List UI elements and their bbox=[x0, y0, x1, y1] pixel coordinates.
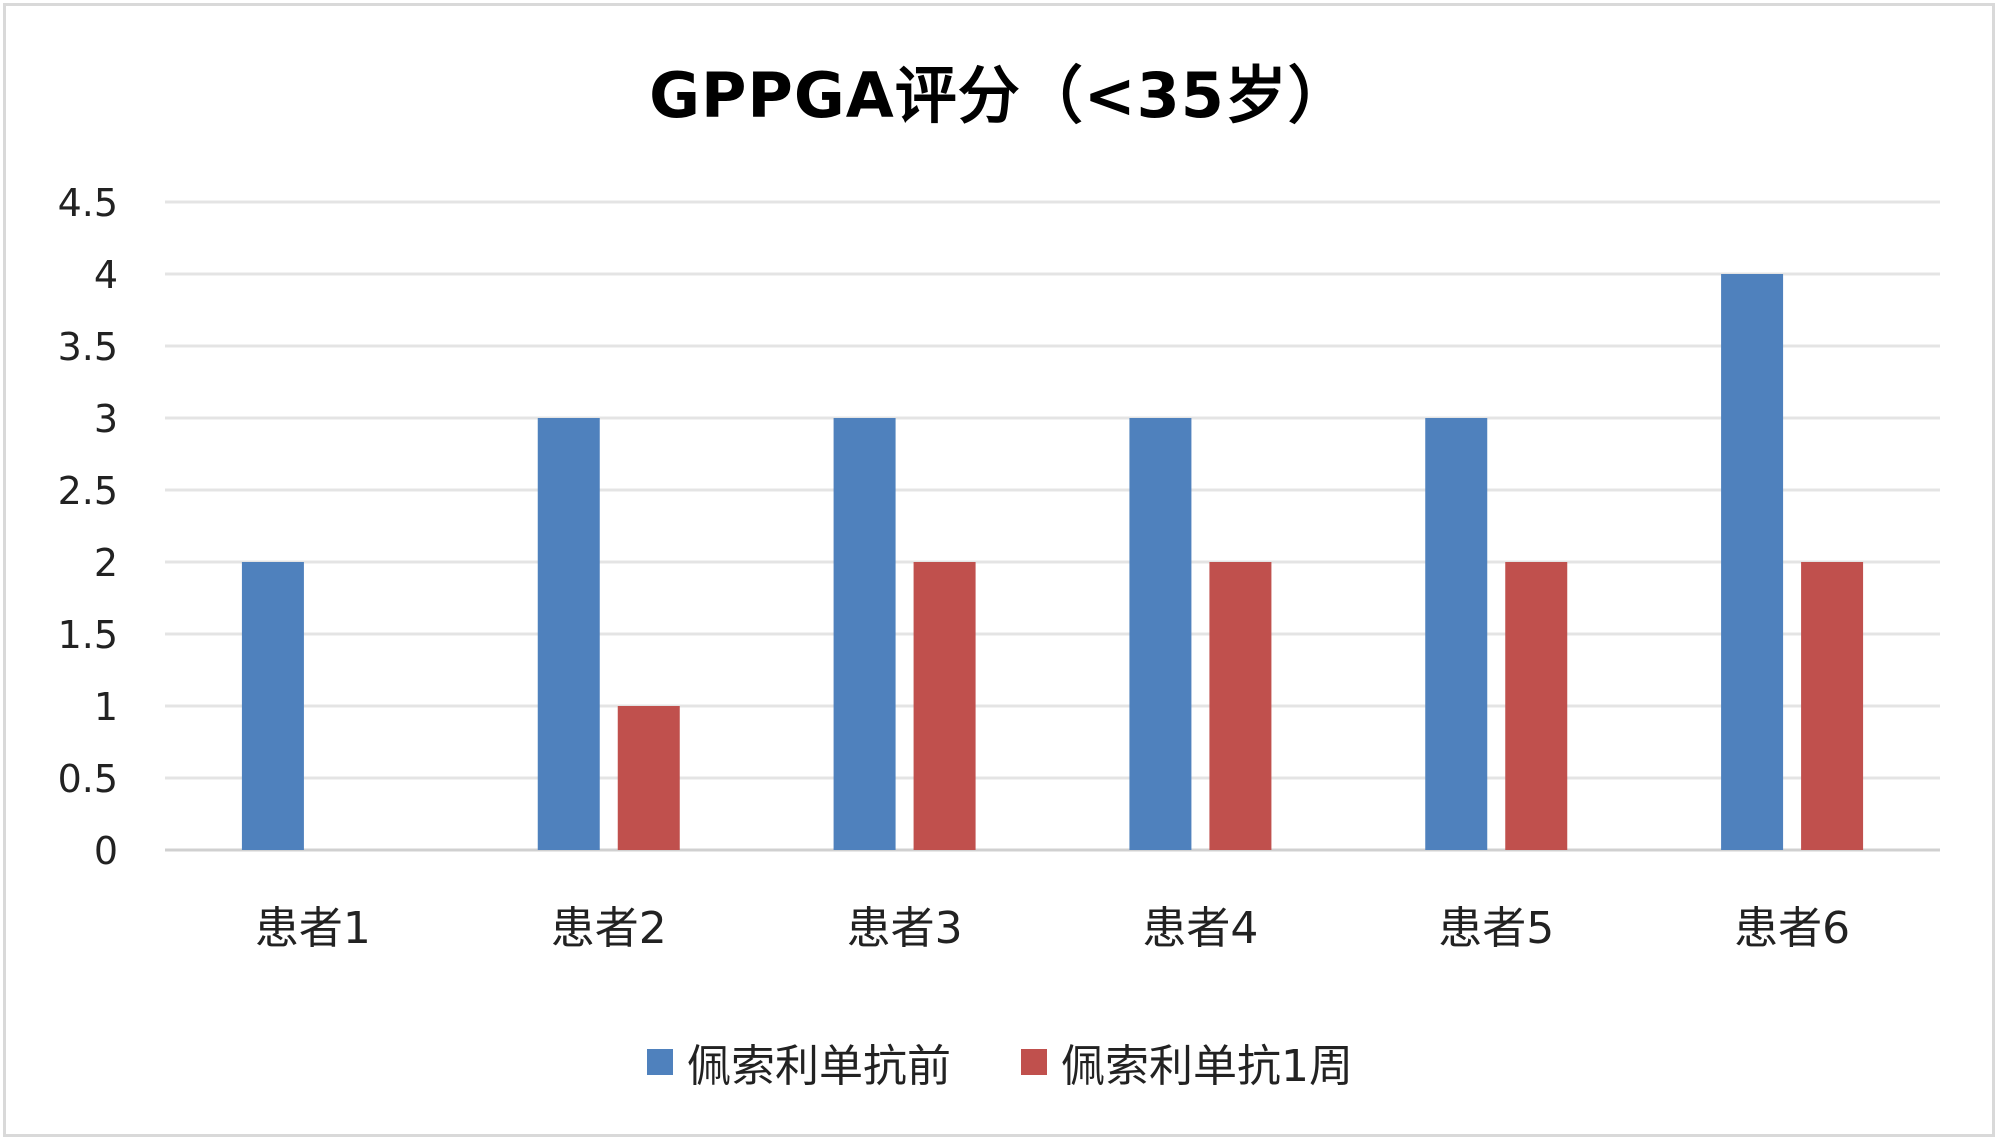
bar-series-2-患者2 bbox=[617, 706, 680, 850]
chart-frame bbox=[3, 3, 1995, 1137]
y-tick-label: 0 bbox=[94, 829, 118, 873]
bar-series-1-患者1 bbox=[241, 562, 304, 850]
y-tick-label: 4 bbox=[94, 253, 118, 297]
legend: 佩索利单抗前 佩索利单抗1周 bbox=[0, 1030, 2000, 1094]
x-tick-label: 患者2 bbox=[551, 903, 667, 954]
legend-label-series-2: 佩索利单抗1周 bbox=[1061, 1041, 1353, 1092]
bar-series-1-患者5 bbox=[1425, 418, 1488, 850]
bar-series-2-患者3 bbox=[913, 562, 976, 850]
chart-title: GPPGA评分（<35岁） bbox=[649, 59, 1351, 132]
bar-series-2-患者6 bbox=[1801, 562, 1864, 850]
y-tick-label: 2.5 bbox=[58, 469, 118, 513]
bar-series-1-患者3 bbox=[833, 418, 896, 850]
legend-swatch-series-2 bbox=[1021, 1049, 1047, 1075]
legend-label-series-1: 佩索利单抗前 bbox=[687, 1041, 951, 1092]
y-axis-ticks: 0 0.5 1 1.5 2 2.5 3 3.5 4 4.5 bbox=[58, 181, 118, 873]
y-tick-label: 1.5 bbox=[58, 613, 118, 657]
y-tick-label: 3 bbox=[94, 397, 118, 441]
y-tick-label: 3.5 bbox=[58, 325, 118, 369]
gridlines bbox=[165, 200, 1940, 852]
bar-series-1-患者2 bbox=[537, 418, 600, 850]
x-tick-label: 患者5 bbox=[1438, 903, 1554, 954]
x-tick-label: 患者4 bbox=[1142, 903, 1258, 954]
legend-item-series-2: 佩索利单抗1周 bbox=[1021, 1030, 1353, 1094]
y-tick-label: 1 bbox=[94, 685, 118, 729]
x-tick-label: 患者6 bbox=[1734, 903, 1850, 954]
x-axis-ticks: 患者1 患者2 患者3 患者4 患者5 患者6 bbox=[255, 903, 1850, 954]
x-tick-label: 患者1 bbox=[255, 903, 371, 954]
bar-series-1-患者4 bbox=[1129, 418, 1192, 850]
bar-series-2-患者5 bbox=[1505, 562, 1568, 850]
legend-swatch-series-1 bbox=[647, 1049, 673, 1075]
bar-series-1-患者6 bbox=[1721, 274, 1784, 850]
y-tick-label: 4.5 bbox=[58, 181, 118, 225]
bar-series-2-患者4 bbox=[1209, 562, 1272, 850]
y-tick-label: 0.5 bbox=[58, 757, 118, 801]
bars bbox=[241, 274, 1864, 850]
y-tick-label: 2 bbox=[94, 541, 118, 585]
legend-item-series-1: 佩索利单抗前 bbox=[647, 1030, 951, 1094]
x-tick-label: 患者3 bbox=[847, 903, 963, 954]
